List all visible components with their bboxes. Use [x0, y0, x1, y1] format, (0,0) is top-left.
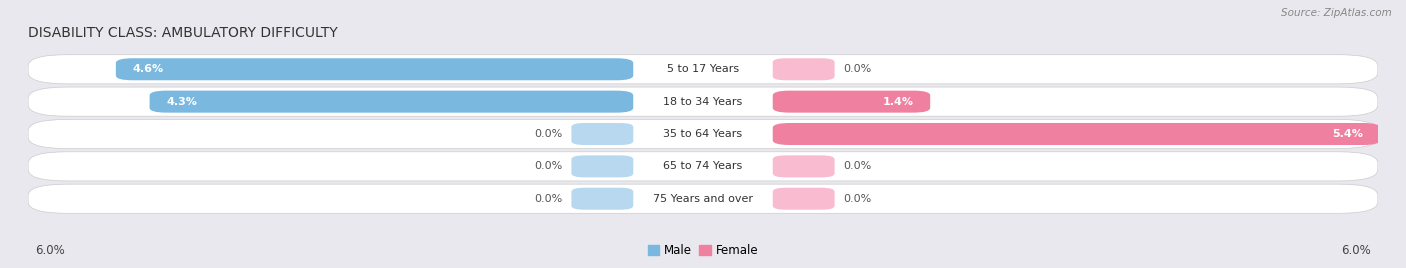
FancyBboxPatch shape	[28, 184, 1378, 213]
Text: 0.0%: 0.0%	[844, 161, 872, 171]
Text: 1.4%: 1.4%	[883, 97, 914, 107]
FancyBboxPatch shape	[773, 123, 1381, 145]
Text: 4.6%: 4.6%	[132, 64, 165, 74]
Text: 5.4%: 5.4%	[1333, 129, 1364, 139]
Text: 65 to 74 Years: 65 to 74 Years	[664, 161, 742, 171]
Text: 0.0%: 0.0%	[534, 161, 562, 171]
Text: 35 to 64 Years: 35 to 64 Years	[664, 129, 742, 139]
Text: 6.0%: 6.0%	[1341, 244, 1371, 257]
Text: 0.0%: 0.0%	[534, 194, 562, 204]
Text: DISABILITY CLASS: AMBULATORY DIFFICULTY: DISABILITY CLASS: AMBULATORY DIFFICULTY	[28, 26, 337, 40]
FancyBboxPatch shape	[28, 55, 1378, 84]
Text: 0.0%: 0.0%	[844, 64, 872, 74]
Text: Source: ZipAtlas.com: Source: ZipAtlas.com	[1281, 8, 1392, 18]
FancyBboxPatch shape	[571, 188, 633, 210]
Legend: Male, Female: Male, Female	[643, 239, 763, 262]
FancyBboxPatch shape	[773, 91, 931, 113]
Text: 18 to 34 Years: 18 to 34 Years	[664, 97, 742, 107]
Text: 0.0%: 0.0%	[534, 129, 562, 139]
Text: 0.0%: 0.0%	[844, 194, 872, 204]
FancyBboxPatch shape	[115, 58, 633, 80]
FancyBboxPatch shape	[773, 155, 835, 177]
FancyBboxPatch shape	[149, 91, 633, 113]
FancyBboxPatch shape	[28, 152, 1378, 181]
Text: 5 to 17 Years: 5 to 17 Years	[666, 64, 740, 74]
FancyBboxPatch shape	[28, 87, 1378, 116]
FancyBboxPatch shape	[28, 120, 1378, 148]
FancyBboxPatch shape	[773, 58, 835, 80]
Text: 4.3%: 4.3%	[166, 97, 197, 107]
Text: 75 Years and over: 75 Years and over	[652, 194, 754, 204]
FancyBboxPatch shape	[571, 123, 633, 145]
FancyBboxPatch shape	[571, 155, 633, 177]
Text: 6.0%: 6.0%	[35, 244, 65, 257]
FancyBboxPatch shape	[773, 188, 835, 210]
